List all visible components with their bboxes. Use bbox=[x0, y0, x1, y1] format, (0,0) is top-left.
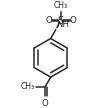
Text: CH₃: CH₃ bbox=[53, 1, 67, 10]
Text: CH₃: CH₃ bbox=[21, 82, 35, 91]
Text: O: O bbox=[41, 99, 48, 108]
Text: O: O bbox=[45, 16, 52, 25]
Text: O: O bbox=[69, 16, 76, 25]
Text: NH: NH bbox=[56, 20, 69, 29]
Text: S: S bbox=[57, 16, 63, 26]
